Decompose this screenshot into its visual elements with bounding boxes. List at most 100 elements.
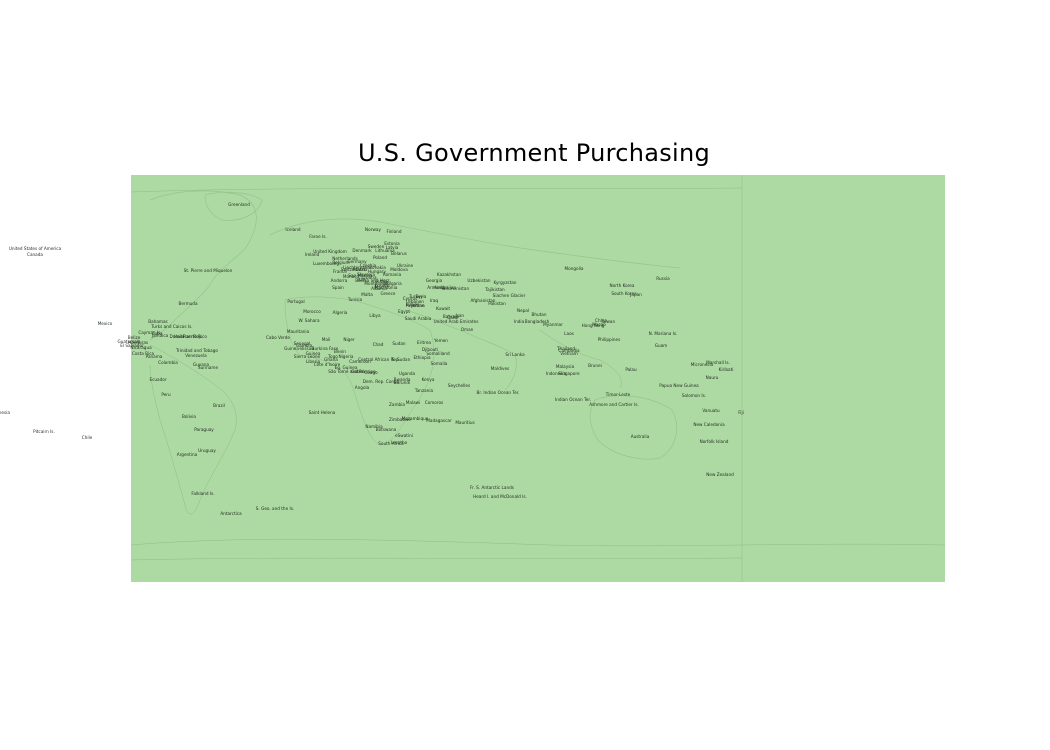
country-label: Fiji bbox=[738, 410, 744, 415]
country-label: Tajikistan bbox=[484, 287, 505, 292]
country-label: Mexico bbox=[98, 321, 113, 326]
country-label: Italy bbox=[357, 277, 367, 282]
country-label: Faroe Is. bbox=[309, 234, 326, 239]
country-label: Cameroon bbox=[349, 359, 371, 364]
country-label: Micronesia bbox=[691, 362, 714, 367]
country-label: Zimbabwe bbox=[389, 417, 411, 422]
country-label: Mali bbox=[322, 337, 331, 342]
country-label: Ashmore and Cartier Is. bbox=[589, 402, 638, 407]
country-label: United States of America bbox=[9, 246, 62, 251]
country-label: Greece bbox=[381, 291, 396, 296]
country-label: Cambodia bbox=[558, 348, 580, 353]
country-label: Greenland bbox=[228, 202, 250, 207]
country-label: Laos bbox=[564, 331, 574, 336]
country-label: Vanuatu bbox=[702, 408, 720, 413]
country-label: Singapore bbox=[558, 371, 580, 376]
country-label: Gabon bbox=[351, 369, 365, 374]
country-label: Ecuador bbox=[149, 377, 166, 382]
country-label: Belgium bbox=[332, 260, 349, 265]
country-label: Côte d'Ivoire bbox=[314, 362, 341, 367]
country-label: Timor-Leste bbox=[605, 392, 631, 397]
country-label: Eq. Guinea bbox=[335, 365, 358, 370]
country-label: eSwatini bbox=[395, 433, 413, 438]
country-label: Myanmar bbox=[543, 322, 563, 327]
country-label: Cyprus bbox=[403, 296, 418, 301]
country-label: Bangladesh bbox=[525, 319, 550, 324]
country-label: Slovenia bbox=[357, 272, 375, 277]
country-label: Puerto Rico bbox=[183, 334, 207, 339]
country-label: Cabo Verde bbox=[266, 335, 290, 340]
country-label: Jamaica bbox=[151, 333, 169, 338]
country-label: Kosovo bbox=[375, 283, 390, 288]
country-label: Uzbekistan bbox=[467, 278, 490, 283]
coastline-outline bbox=[589, 395, 677, 460]
country-label: Madagascar bbox=[426, 418, 452, 423]
country-label: Gambia bbox=[296, 343, 313, 348]
country-label: Liechtenstein bbox=[343, 265, 371, 270]
country-label: Algeria bbox=[333, 310, 348, 315]
country-label: Guatemala bbox=[117, 339, 140, 344]
country-label: Togo bbox=[327, 354, 338, 359]
country-label: Poland bbox=[373, 255, 387, 260]
country-label: Turkey bbox=[408, 294, 423, 299]
country-label: Ethiopia bbox=[413, 355, 430, 360]
country-label: Brazil bbox=[213, 403, 225, 408]
country-label: Croatia bbox=[361, 275, 376, 280]
country-label: Indonesia bbox=[546, 371, 567, 376]
country-label: N. Mariana Is. bbox=[649, 331, 678, 336]
country-label: United Kingdom bbox=[313, 249, 347, 254]
country-label: Chad bbox=[373, 342, 384, 347]
country-label: Spain bbox=[332, 285, 344, 290]
country-label: Pakistan bbox=[488, 301, 506, 306]
country-label: Djibouti bbox=[422, 347, 438, 352]
country-label: Papua New Guinea bbox=[659, 383, 699, 388]
country-label: Marshall Is. bbox=[706, 360, 730, 365]
country-label: Bahrain bbox=[443, 314, 460, 319]
country-label: South Korea bbox=[611, 291, 637, 296]
country-label: Austria bbox=[353, 267, 368, 272]
country-label: São Tomé and Principe bbox=[328, 369, 376, 374]
country-label: Cayman Is. bbox=[138, 330, 161, 335]
country-label: Burkina Faso bbox=[312, 346, 339, 351]
country-label: Dominican Rep. bbox=[170, 334, 203, 339]
country-label: Romania bbox=[383, 272, 402, 277]
country-label: Turkmenistan bbox=[440, 286, 470, 291]
country-label: Azerbaijan bbox=[434, 285, 456, 290]
country-label: Serbia bbox=[374, 279, 388, 284]
country-label: Congo bbox=[364, 370, 378, 375]
country-label: Germany bbox=[347, 259, 367, 264]
country-label: Burundi bbox=[394, 380, 410, 385]
country-label: Heard I. and McDonald Is. bbox=[473, 494, 527, 499]
country-label: Angola bbox=[355, 385, 370, 390]
country-label: Finland bbox=[387, 229, 402, 234]
country-label: North Korea bbox=[610, 283, 635, 288]
country-label: Norway bbox=[365, 227, 381, 232]
country-label: Suriname bbox=[198, 365, 218, 370]
country-label: Albania bbox=[371, 286, 387, 291]
country-label: Benin bbox=[334, 349, 346, 354]
country-label: Paraguay bbox=[194, 427, 214, 432]
country-label: Switzerland bbox=[341, 267, 366, 272]
coastline-outline bbox=[284, 296, 435, 446]
country-label: Mauritius bbox=[455, 420, 474, 425]
country-label: Kiribati bbox=[719, 367, 734, 372]
country-label: Philippines bbox=[598, 337, 621, 342]
country-label: Hungary bbox=[368, 269, 386, 274]
country-label: Uruguay bbox=[198, 448, 216, 453]
country-label: Panama bbox=[146, 354, 163, 359]
country-label: Denmark bbox=[352, 248, 372, 253]
country-label: Palestine bbox=[406, 303, 425, 308]
country-label: Georgia bbox=[426, 278, 443, 283]
country-label: Latvia bbox=[386, 245, 399, 250]
country-label: Bermuda bbox=[178, 301, 197, 306]
country-label: Lebanon bbox=[406, 299, 424, 304]
country-label: Lesotho bbox=[391, 440, 408, 445]
country-label: Zambia bbox=[389, 402, 405, 407]
country-label: Guinea bbox=[306, 351, 321, 356]
country-label: Czechia bbox=[360, 263, 377, 268]
country-label: Costa Rica bbox=[132, 351, 155, 356]
country-label: Iraq bbox=[430, 298, 439, 303]
country-label: Venezuela bbox=[185, 353, 207, 358]
country-label: Bosnia and Herz. bbox=[355, 278, 391, 283]
